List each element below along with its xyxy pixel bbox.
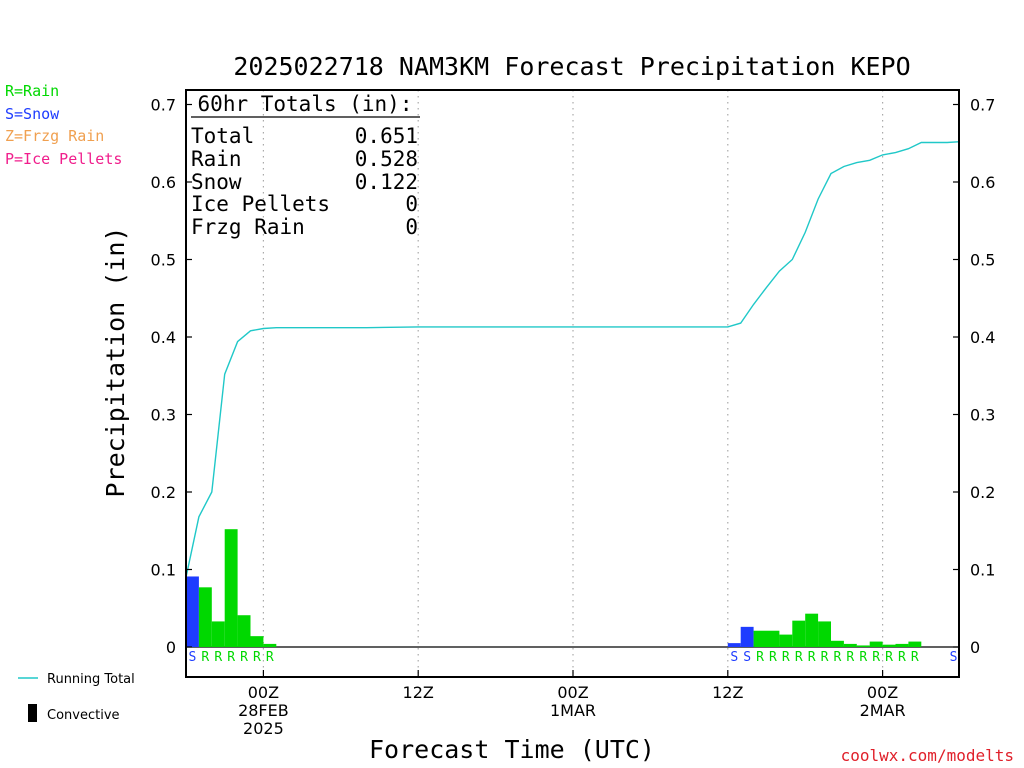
x-tick-label-0-2: 2025 — [243, 719, 284, 738]
precip-type-10: R — [769, 650, 777, 665]
bar-20 — [895, 643, 909, 647]
precip-type-11: R — [782, 650, 790, 665]
precip-type-3: R — [227, 650, 235, 665]
bar-10 — [766, 630, 780, 647]
bar-15 — [831, 640, 844, 647]
chart-title: 2025022718 NAM3KM Forecast Precipitation… — [233, 52, 910, 81]
totals-snow-label: Snow — [191, 170, 242, 194]
bar-3 — [224, 529, 238, 647]
legend-freezing-rain: Z=Frzg Rain — [5, 127, 104, 145]
y-tick-label-right-1: 0.1 — [970, 561, 995, 580]
bar-5 — [250, 636, 264, 647]
bottom-legend: Running Total Convective — [18, 672, 135, 723]
precip-type-22: S — [950, 650, 958, 665]
bar-14 — [818, 621, 831, 647]
y-tick-label-right-6: 0.6 — [970, 173, 995, 192]
x-tick-label-3-0: 12Z — [712, 683, 743, 702]
y-tick-label-left-6: 0.6 — [151, 173, 176, 192]
bar-19 — [882, 644, 896, 647]
y-tick-label-left-0: 0 — [166, 638, 176, 657]
y-tick-label-left-4: 0.4 — [151, 328, 176, 347]
bar-16 — [843, 643, 857, 647]
totals-frzg-label: Frzg Rain — [191, 215, 305, 239]
totals-ice-label: Ice Pellets — [191, 192, 330, 216]
bar-11 — [779, 634, 793, 647]
x-tick-label-0-1: 28FEB — [238, 701, 289, 720]
totals-ice-value: 0 — [405, 192, 418, 216]
precip-type-2: R — [214, 650, 222, 665]
bar-18 — [869, 641, 883, 647]
running-total-legend-label: Running Total — [47, 672, 135, 687]
totals-total-value: 0.651 — [355, 124, 418, 148]
totals-header: 60hr Totals (in): — [198, 92, 413, 116]
precip-type-16: R — [846, 650, 854, 665]
legend-rain: R=Rain — [5, 82, 59, 100]
precip-type-15: R — [834, 650, 842, 665]
bar-21 — [908, 641, 922, 647]
y-tick-label-right-0: 0 — [970, 638, 980, 657]
precip-type-4: R — [240, 650, 248, 665]
y-tick-label-left-1: 0.1 — [151, 561, 176, 580]
totals-rain-label: Rain — [191, 147, 242, 171]
precip-type-6: R — [266, 650, 274, 665]
precip-type-0: S — [189, 650, 197, 665]
y-tick-label-left-5: 0.5 — [151, 251, 176, 270]
bar-12 — [792, 620, 806, 647]
precip-type-8: S — [743, 650, 751, 665]
precip-type-12: R — [795, 650, 803, 665]
y-tick-label-left-7: 0.7 — [151, 96, 176, 115]
convective-legend-label: Convective — [47, 708, 120, 723]
type-legend: R=Rain S=Snow Z=Frzg Rain P=Ice Pellets — [5, 82, 122, 168]
totals-snow-value: 0.122 — [355, 170, 418, 194]
y-tick-label-right-3: 0.3 — [970, 406, 995, 425]
y-tick-label-right-5: 0.5 — [970, 251, 995, 270]
x-tick-label-2-0: 00Z — [557, 683, 588, 702]
bar-1 — [198, 587, 212, 647]
bar-17 — [856, 645, 870, 647]
precip-type-1: R — [201, 650, 209, 665]
bar-8 — [740, 626, 754, 647]
y-tick-label-left-2: 0.2 — [151, 483, 176, 502]
precip-type-14: R — [821, 650, 829, 665]
precip-type-9: R — [756, 650, 764, 665]
precip-type-7: S — [730, 650, 738, 665]
y-tick-label-right-7: 0.7 — [970, 96, 995, 115]
x-tick-label-4-1: 2MAR — [860, 701, 906, 720]
x-tick-label-1-0: 12Z — [403, 683, 434, 702]
credit-text: coolwx.com/modelts — [841, 746, 1014, 765]
x-axis-label: Forecast Time (UTC) — [369, 735, 655, 764]
totals-box: 60hr Totals (in): Total 0.651 Rain 0.528… — [191, 92, 420, 239]
legend-ice-pellets: P=Ice Pellets — [5, 150, 122, 168]
bar-13 — [805, 613, 819, 647]
x-tick-label-2-1: 1MAR — [550, 701, 596, 720]
totals-frzg-value: 0 — [405, 215, 418, 239]
bar-4 — [237, 615, 251, 647]
legend-snow: S=Snow — [5, 105, 60, 123]
y-tick-label-right-4: 0.4 — [970, 328, 995, 347]
precip-type-20: R — [898, 650, 906, 665]
x-tick-label-4-0: 00Z — [867, 683, 898, 702]
precip-type-17: R — [859, 650, 867, 665]
precip-type-21: R — [911, 650, 919, 665]
convective-swatch — [28, 704, 37, 722]
y-axis-label: Precipitation (in) — [101, 227, 130, 498]
bar-0 — [186, 576, 199, 647]
bar-2 — [211, 621, 225, 647]
precip-type-13: R — [808, 650, 816, 665]
y-tick-label-right-2: 0.2 — [970, 483, 995, 502]
plot-area: S R R R R R R S S R R R R R R R R R R R R R S0 00.1 0.10.2 0.20.3… — [151, 89, 995, 738]
bar-7 — [727, 643, 741, 647]
totals-rain-value: 0.528 — [355, 147, 418, 171]
y-tick-label-left-3: 0.3 — [151, 406, 176, 425]
running-total-line — [185, 141, 961, 578]
bar-9 — [753, 630, 767, 647]
precip-type-18: R — [872, 650, 880, 665]
precip-type-19: R — [885, 650, 893, 665]
x-tick-label-0-0: 00Z — [248, 683, 279, 702]
bar-6 — [263, 643, 277, 647]
totals-total-label: Total — [191, 124, 254, 148]
precip-type-5: R — [253, 650, 261, 665]
